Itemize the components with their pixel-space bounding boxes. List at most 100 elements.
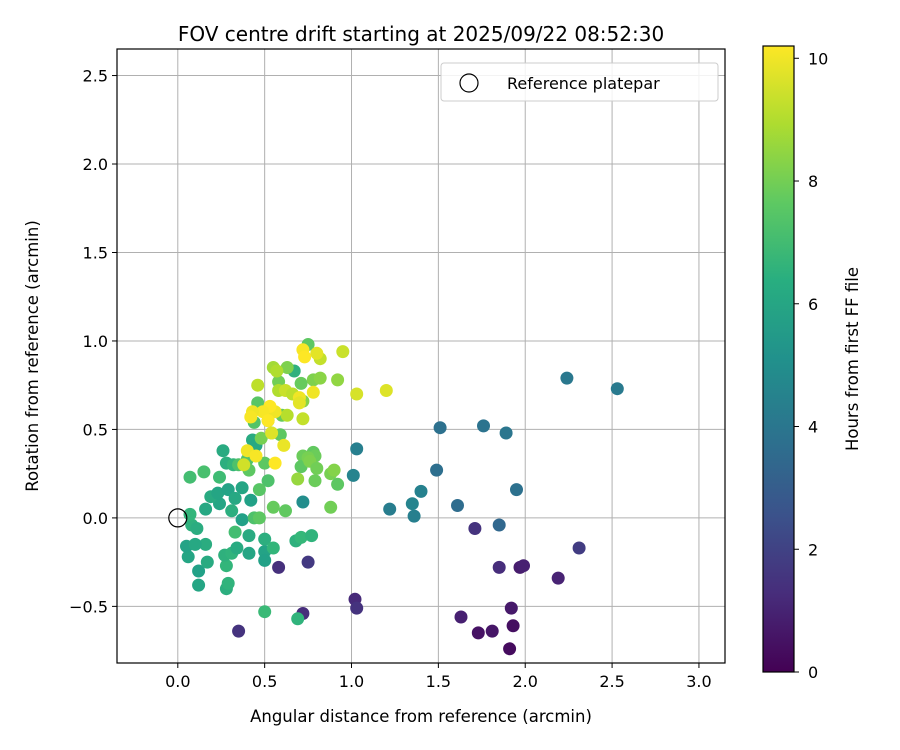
x-tick-label: 2.5 [599,672,624,691]
data-point [485,624,499,638]
data-point [188,537,202,551]
x-tick-label: 3.0 [686,672,711,691]
data-point [294,530,308,544]
data-point [244,410,258,424]
data-point [235,481,249,495]
data-point [225,504,239,518]
colorbar-tick-label: 0 [808,663,818,682]
y-tick-label: −0.5 [69,597,108,616]
data-point [200,555,214,569]
data-point [211,486,225,500]
data-point [190,522,204,535]
data-point [350,387,364,401]
colorbar-tick-label: 6 [808,295,818,314]
data-point [235,513,249,527]
data-point [228,525,242,539]
data-point [610,382,624,396]
data-point [252,483,266,497]
data-point [414,484,428,498]
data-point [433,421,447,435]
x-tick-label: 0.0 [165,672,190,691]
data-point [506,619,520,633]
data-point [265,426,279,440]
data-point [308,474,322,488]
data-point [560,371,574,385]
data-point [517,559,530,573]
data-point [294,376,308,390]
data-point [280,361,294,374]
data-point [192,578,206,592]
data-point [270,364,284,378]
data-point [327,463,341,477]
data-point [266,500,280,514]
data-point [471,626,485,640]
data-point [291,472,305,486]
data-point [504,601,518,615]
data-point [383,502,397,516]
data-point [183,470,197,484]
y-tick-label: 2.5 [83,67,108,86]
data-point [268,456,282,470]
y-axis-ticks: −0.5 0.0 0.5 1.0 1.5 2.0 2.5 [69,67,117,616]
data-point [199,537,213,551]
data-point [277,438,291,452]
data-point [242,529,256,543]
y-axis-label: Rotation from reference (arcmin) [23,220,42,492]
data-point [350,601,364,615]
legend-box [440,62,719,102]
data-point [346,468,360,482]
data-point [336,345,350,359]
y-tick-label: 1.5 [83,243,108,262]
reference-platepar-marker [168,508,188,528]
data-point [313,371,327,385]
data-point [306,385,320,399]
data-point [296,412,310,426]
data-point [492,560,506,574]
data-point [244,493,258,507]
data-point [499,426,513,440]
data-point [261,474,275,488]
y-tick-label: 2.0 [83,155,108,174]
data-point [454,610,468,624]
x-tick-label: 2.0 [513,672,538,691]
y-tick-label: 1.0 [83,332,108,351]
data-points [168,338,624,656]
y-tick-label: 0.5 [83,420,108,439]
y-tick-label: 0.0 [83,509,108,528]
colorbar-tick-label: 10 [808,49,828,68]
data-point [291,612,305,626]
colorbar-tick-label: 8 [808,172,818,191]
data-point [350,442,364,456]
data-point [237,458,251,472]
x-tick-label: 0.5 [252,672,277,691]
data-point [468,522,482,535]
data-point [301,555,315,569]
data-point [305,529,319,543]
data-point [331,373,345,387]
data-point [266,541,280,555]
data-point [192,564,206,578]
data-point [324,500,338,514]
data-point [216,444,230,458]
data-point [572,541,586,555]
legend-reference-marker [459,73,479,93]
data-point [298,350,312,364]
colorbar-ticks: 0 2 4 6 8 10 [794,49,828,682]
data-point [258,605,272,619]
data-point [258,456,272,470]
data-point [503,642,517,656]
colorbar-gradient [762,45,795,673]
data-point [477,419,490,433]
data-point [331,477,345,491]
data-point [258,532,272,546]
data-point [230,541,244,555]
data-point [213,470,226,484]
colorbar-tick-label: 2 [808,540,818,559]
data-point [249,449,263,463]
data-point [292,396,306,410]
data-point [272,560,286,574]
data-point [261,414,275,428]
plot-frame [116,48,726,664]
data-point [221,483,235,497]
